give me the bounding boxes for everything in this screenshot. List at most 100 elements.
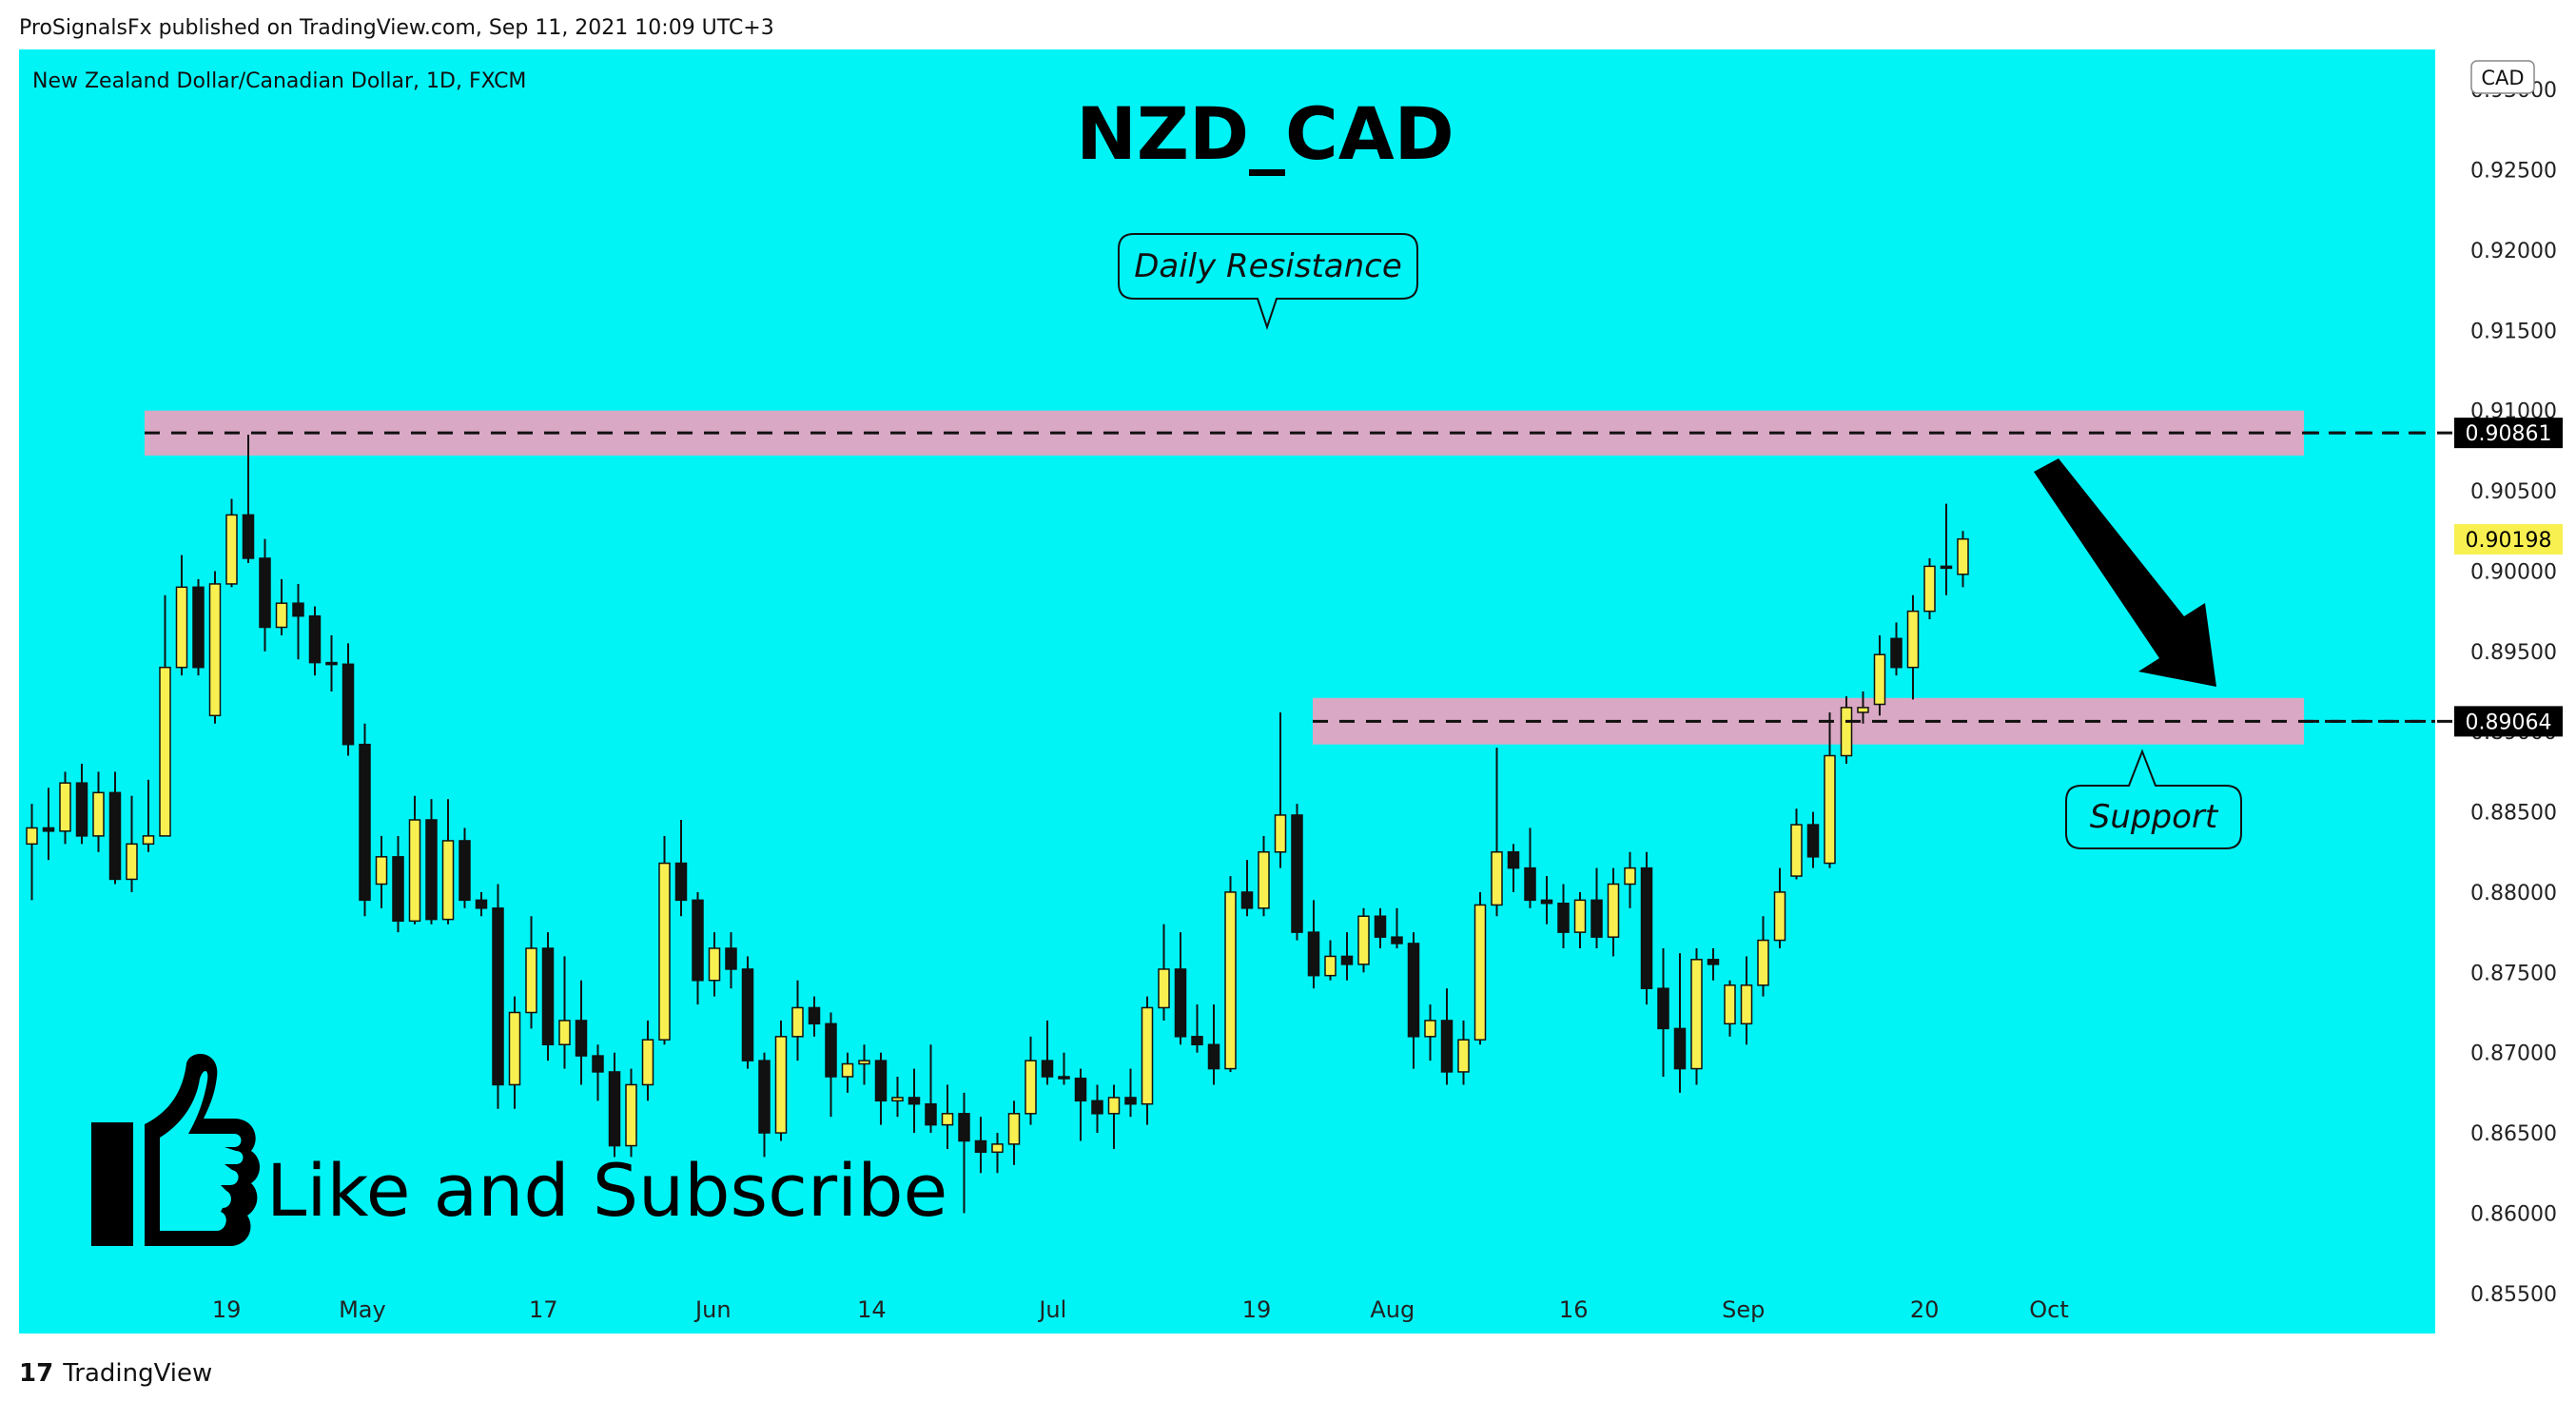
candle-body [841,1062,854,1078]
candle-body [508,1011,521,1086]
candle-body [1240,891,1254,909]
candle-body [425,819,438,921]
candle [1857,691,1869,724]
candle-body [1657,987,1669,1030]
candle-body [275,602,288,629]
candle-body [1940,565,1953,570]
support-price-tag-box [2454,706,2563,737]
symbol-line: New Zealand Dollar/Canadian Dollar, 1D, … [32,69,526,93]
candle-body [558,1020,571,1045]
candle [692,891,704,1005]
candle-body [825,1022,837,1078]
y-tick-label: 0.86000 [2470,1202,2557,1226]
candle [1374,907,1387,948]
y-tick-label: 0.86500 [2470,1122,2557,1146]
candle [142,779,155,852]
candle [1391,907,1403,948]
candle-body [1091,1100,1103,1115]
candle-body [342,663,355,746]
y-tick-label: 0.92500 [2470,160,2557,184]
candle-body [1357,915,1370,965]
candle [159,594,171,837]
candle-body [1025,1060,1037,1115]
candle [392,835,404,933]
down-arrow-icon [2034,458,2216,687]
candle [1773,867,1786,948]
candle-body [1740,984,1753,1025]
candle [725,932,737,989]
resistance-price-tag-text: 0.90861 [2466,422,2552,446]
candle [1174,932,1187,1045]
candle-body [1407,943,1420,1038]
candle-body [592,1055,604,1073]
candle-body [1524,867,1536,902]
resistance-callout-box [1118,233,1418,331]
candle-body [575,1020,588,1057]
candle [1640,851,1653,1005]
candle-body [492,907,504,1086]
candle-body [808,1006,821,1025]
candle-body [108,791,122,881]
candle [359,723,371,917]
candle-body [1824,754,1836,865]
y-tick-label: 0.90000 [2470,560,2557,584]
candle [907,1068,921,1134]
candle [1207,1004,1220,1085]
x-tick-label: Aug [1370,1296,1415,1323]
candle-body [1690,959,1703,1070]
thumbs-up-icon [91,1053,260,1246]
candle-body [75,782,88,837]
candlestick-chart[interactable]: New Zealand Dollar/Canadian Dollar, 1D, … [19,49,2566,1334]
candle-body [674,862,688,902]
candle-body [1207,1043,1220,1070]
candle-body [1374,915,1387,938]
candle [1457,1020,1470,1085]
candle [941,1084,954,1149]
candle [1091,1084,1103,1134]
candle [275,578,288,635]
candle [1107,1084,1121,1149]
candle-body [1191,1036,1203,1045]
candle-body [42,827,55,832]
candle [1540,876,1553,925]
candle-body [1291,814,1303,933]
candle [1473,891,1487,1045]
candle [508,996,521,1109]
x-tick-label: 17 [529,1296,558,1323]
candle [741,956,754,1069]
candle [308,606,322,676]
candle-body [1773,891,1786,942]
candle [1724,980,1736,1037]
candle-body [242,514,255,559]
chart-panel[interactable]: New Zealand Dollar/Canadian Dollar, 1D, … [19,49,2566,1334]
resistance-callout-text: Daily Resistance [1134,247,1402,285]
candle [1607,867,1620,957]
candle [708,932,721,997]
x-tick-label: Sep [1722,1296,1765,1323]
candle [1191,1004,1203,1053]
candle-body [1058,1076,1070,1080]
candle-body [1457,1039,1470,1073]
candle [1025,1036,1037,1125]
candle [1258,835,1270,917]
candle [1673,953,1687,1093]
candle [1041,1020,1054,1085]
candle [1274,711,1287,868]
x-tick-label: Jun [693,1296,732,1323]
candle [1957,531,1969,588]
last-price-tag-text: 0.90198 [2466,529,2552,553]
candle [408,795,421,925]
candle [208,571,222,724]
thumbs-hand-inner [160,1070,244,1231]
candle-body [1158,968,1170,1009]
candle-body [1640,867,1653,989]
candle-body [1573,899,1587,933]
candle [1440,988,1454,1085]
y-tick-label: 0.91500 [2470,320,2557,343]
candle [1074,1068,1087,1141]
candle-body [1274,814,1287,853]
candle [808,996,821,1037]
candle-body [774,1036,788,1134]
candle [292,583,304,660]
tradingview-logo-icon: 𝟭𝟳 [19,1359,54,1388]
